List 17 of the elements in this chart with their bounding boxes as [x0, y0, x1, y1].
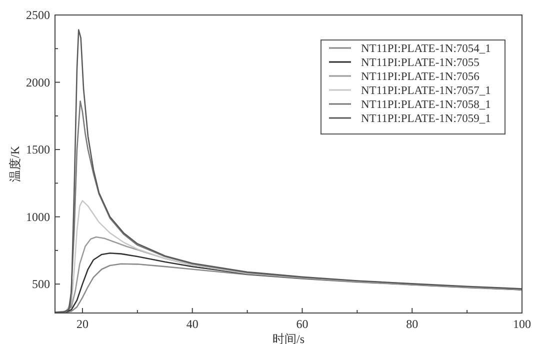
legend-label: NT11PI:PLATE-1N:7059_1: [361, 113, 492, 125]
y-tick-label: 500: [32, 277, 50, 292]
x-tick-label: 100: [513, 317, 531, 331]
y-tick-label: 1500: [26, 142, 50, 157]
y-tick-label: 2000: [26, 75, 50, 90]
y-tick-label: 1000: [26, 210, 50, 224]
x-tick-label: 60: [296, 317, 308, 331]
legend-label: NT11PI:PLATE-1N:7057_1: [361, 85, 492, 97]
legend-label: NT11PI:PLATE-1N:7056: [361, 71, 480, 83]
legend-label: NT11PI:PLATE-1N:7054_1: [361, 43, 492, 55]
x-tick-label: 20: [76, 317, 88, 331]
y-tick-label: 2500: [26, 8, 50, 22]
y-axis-title: 温度/K: [8, 146, 22, 182]
legend-label: NT11PI:PLATE-1N:7055: [361, 57, 480, 69]
legend-label: NT11PI:PLATE-1N:7058_1: [361, 99, 492, 111]
x-tick-label: 80: [406, 317, 418, 331]
x-tick-label: 40: [186, 317, 198, 331]
